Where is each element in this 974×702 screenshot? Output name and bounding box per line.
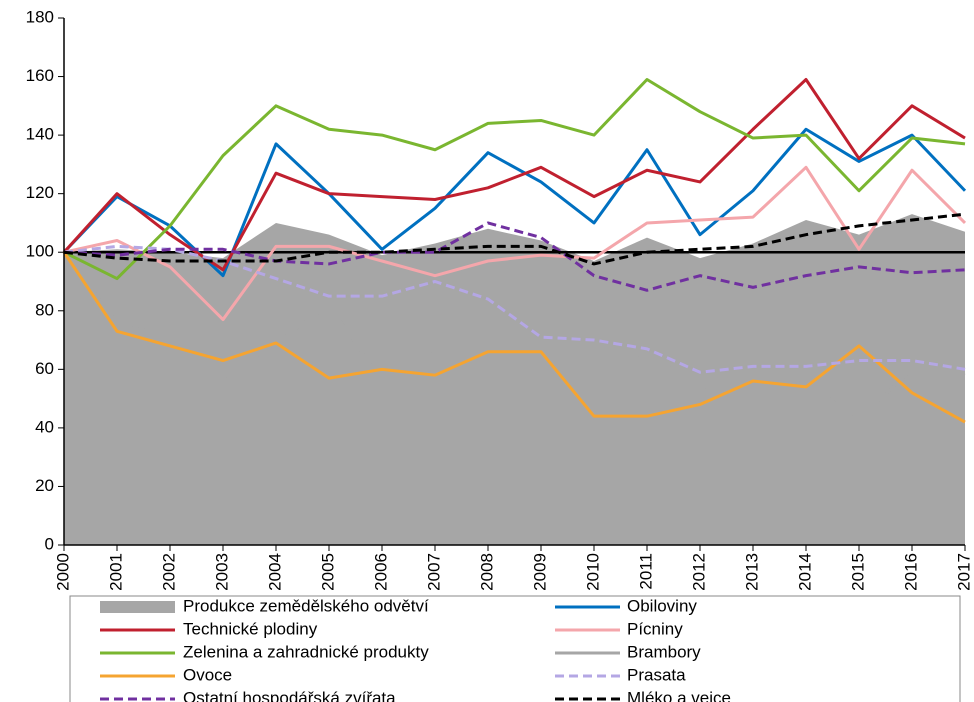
legend-box xyxy=(69,595,961,702)
x-tick-label: 2001 xyxy=(106,553,125,591)
y-tick-label: 60 xyxy=(35,359,54,378)
y-tick-label: 80 xyxy=(35,300,54,319)
x-tick-label: 2013 xyxy=(742,553,761,591)
x-tick-label: 2007 xyxy=(424,553,443,591)
x-tick-label: 2014 xyxy=(795,553,814,591)
legend-label: Brambory xyxy=(627,642,701,661)
x-tick-label: 2008 xyxy=(477,553,496,591)
legend-swatch xyxy=(100,601,175,613)
y-tick-label: 120 xyxy=(26,183,54,202)
legend-label: Prasata xyxy=(627,665,686,684)
line xyxy=(63,221,966,292)
line xyxy=(63,212,966,266)
legend-label: Ostatní hospodářská zvířata xyxy=(183,688,396,702)
line xyxy=(63,77,966,281)
x-tick-label: 2016 xyxy=(901,553,920,591)
x-tick-label: 2011 xyxy=(636,553,655,590)
x-tick-label: 2009 xyxy=(530,553,549,591)
legend-label: Zelenina a zahradnické produkty xyxy=(183,642,429,661)
x-tick-label: 2003 xyxy=(212,553,231,591)
x-tick-label: 2015 xyxy=(848,553,867,591)
line xyxy=(62,127,967,278)
legend-label: Technické plodiny xyxy=(183,619,318,638)
legend-label: Obiloviny xyxy=(627,596,697,615)
y-tick-label: 0 xyxy=(45,534,54,553)
y-tick-label: 20 xyxy=(35,476,54,495)
legend-label: Mléko a vejce xyxy=(627,688,731,702)
y-tick-label: 180 xyxy=(26,7,54,26)
y-tick-label: 160 xyxy=(26,66,54,85)
area xyxy=(64,214,965,545)
legend-label: Produkce zemědělského odvětví xyxy=(183,596,429,615)
line xyxy=(62,251,966,421)
y-tick-label: 100 xyxy=(26,242,54,261)
x-tick-label: 2006 xyxy=(371,553,390,591)
y-tick-label: 140 xyxy=(26,125,54,144)
line xyxy=(63,165,967,322)
y-tick-label: 40 xyxy=(35,417,54,436)
line xyxy=(62,251,966,424)
x-tick-label: 2000 xyxy=(53,553,72,591)
x-tick-label: 2010 xyxy=(583,553,602,591)
x-tick-label: 2017 xyxy=(954,553,973,591)
x-tick-label: 2004 xyxy=(265,553,284,591)
line xyxy=(62,77,966,272)
legend-label: Ovoce xyxy=(183,665,232,684)
x-tick-label: 2012 xyxy=(689,553,708,591)
legend-label: Pícniny xyxy=(627,619,683,638)
x-tick-label: 2002 xyxy=(159,553,178,591)
line xyxy=(63,244,966,374)
x-tick-label: 2005 xyxy=(318,553,337,591)
